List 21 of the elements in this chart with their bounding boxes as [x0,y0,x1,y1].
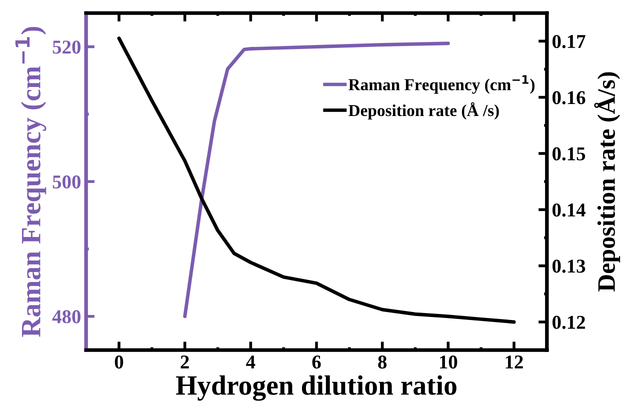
y2-tick-label: 0.12 [552,316,585,330]
legend-label: Deposition rate (Å /s) [348,102,499,120]
x-tick-label: 8 [378,355,387,369]
y-tick-label: 500 [52,175,80,188]
y2-tick-label: 0.17 [552,34,586,48]
y-tick-label: 480 [52,310,80,324]
x-tick-label: 12 [506,356,523,368]
x-tick-label: 2 [180,356,189,368]
x-tick-label: 4 [246,356,256,368]
legend-label: Raman Frequency (cm$^{−1}$) [348,75,535,94]
y2-axis-title: Deposition rate (Å/s) [594,72,620,292]
y-tick-label: 520 [52,40,80,54]
y-axis-title: Raman Frequency (cm$^{−1}$) [15,26,46,337]
y2-tick-label: 0.14 [552,203,586,217]
y2-tick-label: 0.16 [552,91,586,104]
y2-tick-label: 0.13 [552,260,586,273]
x-tick-label: 10 [440,355,458,369]
y2-tick-label: 0.15 [552,147,586,160]
x-tick-label: 6 [312,356,321,369]
x-axis-title: Hydrogen dilution ratio [176,375,456,401]
x-tick-label: 0 [114,355,124,369]
